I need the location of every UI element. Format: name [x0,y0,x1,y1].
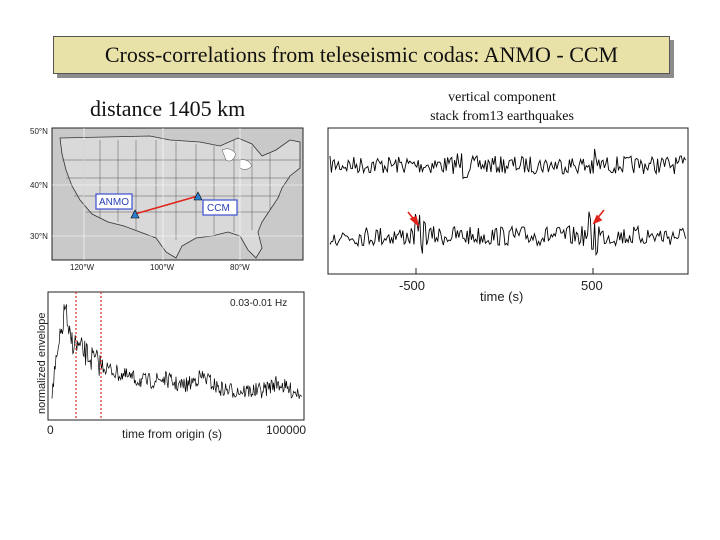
lon-label-80: 80°W [230,263,250,272]
caption-line-2: stack from13 earthquakes [430,109,574,124]
anmo-label: ANMO [99,197,129,208]
ccm-label: CCM [207,203,230,214]
correlation-trace-lower [329,211,687,257]
lat-label-40: 40°N [30,181,48,190]
freq-band-label: 0.03-0.01 Hz [230,298,287,309]
anmo-station-marker [130,209,140,219]
env-ylabel: normalized envelope [36,312,48,414]
great-lakes-2 [239,159,253,170]
arrowhead-negative-lag [409,215,420,228]
lat-label-50: 50°N [30,127,48,136]
arrivals-arrows [407,209,605,228]
anmo-label-box [95,193,133,210]
envelope-curve [51,304,302,399]
env-xlabel: time from origin (s) [122,427,222,441]
distance-label: distance 1405 km [90,96,246,121]
lon-label-120: 120°W [70,263,95,272]
lon-label-100: 100°W [150,263,175,272]
ccm-label-box [202,199,238,216]
map-gridlines [52,128,303,260]
env-tick-label-100000: 100000 [266,423,306,437]
env-tick-label-0: 0 [47,423,54,437]
caption-line-1: vertical component [448,90,556,105]
slide-title: Cross-correlations from teleseismic coda… [53,36,670,74]
correlation-trace-upper [329,148,686,180]
correlation-traces [329,148,687,257]
corr-tick-label-minus500: -500 [399,278,425,293]
correlation-frame [327,127,689,275]
station-map: 50°N 40°N 30°N 120°W 100°W 80°W ANMO CCM [30,127,304,272]
envelope-plot: 0.03-0.01 Hz 0 100000 time from origin (… [36,291,306,441]
lat-label-30: 30°N [30,232,48,241]
ccm-station-marker [193,191,203,201]
station-path [134,195,199,215]
great-lakes [221,148,237,162]
corr-tick-label-500: 500 [581,278,603,293]
correlation-caption: vertical component stack from13 earthqua… [402,88,602,126]
arrowhead-positive-lag [592,214,603,225]
envelope-trace [51,304,302,399]
corr-xlabel: time (s) [480,289,523,304]
correlation-plot: -500 500 time (s) [327,127,689,304]
envelope-frame [47,291,305,421]
